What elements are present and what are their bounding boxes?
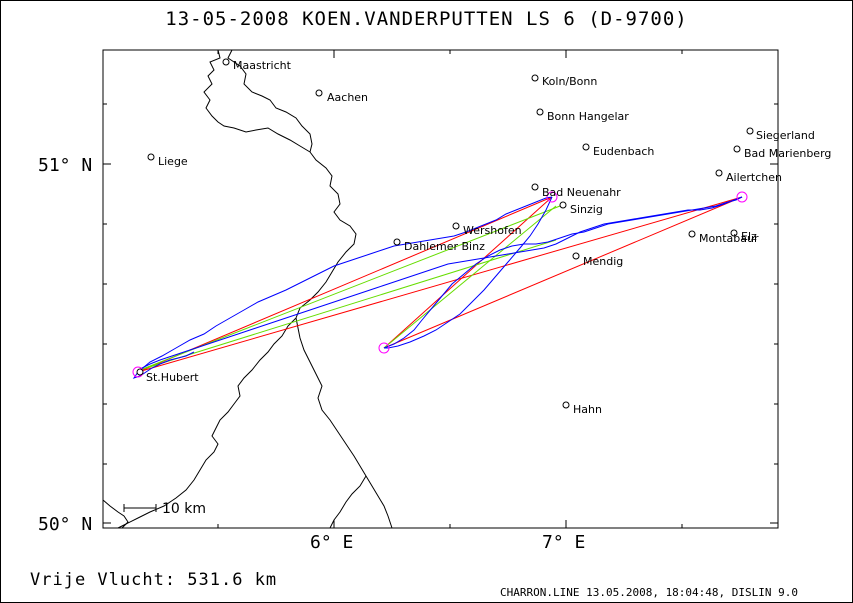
track-return — [137, 196, 743, 373]
marker-montabaur — [688, 230, 696, 238]
marker-siegerland — [746, 127, 754, 135]
free-flight-distance: Vrije Vlucht: 531.6 km — [30, 570, 278, 590]
marker-sinzig — [559, 201, 567, 209]
footer-info: CHARRON.LINE 13.05.2008, 18:04:48, DISLI… — [500, 586, 799, 599]
marker-sthubert — [136, 368, 144, 376]
turnpoint-circle-south — [378, 342, 390, 354]
track-outbound — [137, 196, 553, 373]
lon-label-7: 7° E — [542, 532, 586, 553]
label-aachen: Aachen — [327, 91, 368, 104]
marker-maastricht — [222, 58, 230, 66]
scale-label: 10 km — [162, 501, 206, 517]
marker-bad-marienberg — [733, 145, 741, 153]
axis-ticks — [103, 50, 778, 528]
track-leg-south — [384, 196, 553, 349]
country-borders — [102, 49, 393, 529]
turnpoint-circle-east — [736, 191, 748, 203]
flight-title: 13-05-2008 KOEN.VANDERPUTTEN LS 6 (D-970… — [165, 8, 688, 30]
flight-track — [132, 196, 743, 379]
marker-koln-bonn — [531, 74, 539, 82]
label-dahlemer-binz: Dahlemer Binz — [404, 240, 485, 253]
scale-bar: 10 km — [123, 501, 206, 517]
optimized-lines — [139, 205, 561, 371]
lat-label-51: 51° N — [38, 155, 93, 176]
lat-label-50: 50° N — [38, 514, 93, 535]
marker-wershofen — [452, 222, 460, 230]
marker-dahlemer-binz — [393, 238, 401, 246]
border-nl-de — [227, 49, 313, 153]
label-sinzig: Sinzig — [570, 203, 603, 216]
border-west-fragment — [102, 499, 129, 529]
marker-liege — [147, 153, 155, 161]
label-bonn-hangelar: Bonn Hangelar — [547, 110, 629, 123]
marker-bonn-hangelar — [536, 108, 544, 116]
track-leg-east — [383, 196, 743, 349]
turnpoint-circle-badneuenahr — [546, 191, 558, 203]
map-plot-area — [102, 49, 779, 529]
place-labels: Maastricht Aachen Koln/Bonn Bonn Hangela… — [146, 59, 831, 416]
task-lines — [137, 196, 743, 373]
label-sthubert: St.Hubert — [146, 371, 199, 384]
label-maastricht: Maastricht — [233, 59, 292, 72]
label-bad-neuenahr: Bad Neuenahr — [542, 186, 621, 199]
label-mendig: Mendig — [583, 255, 623, 268]
label-montabaur: Montabaur — [699, 232, 759, 245]
label-elz: Elz — [741, 230, 757, 243]
border-nl-be — [203, 49, 311, 153]
border-be-lu — [117, 317, 297, 529]
lon-label-6: 6° E — [310, 532, 354, 553]
border-be-de — [295, 151, 357, 319]
marker-hahn — [562, 401, 570, 409]
label-ailertchen: Ailertchen — [726, 171, 782, 184]
label-siegerland: Siegerland — [756, 129, 815, 142]
place-markers — [136, 58, 754, 409]
label-hahn: Hahn — [573, 403, 602, 416]
marker-mendig — [572, 252, 580, 260]
label-eudenbach: Eudenbach — [593, 145, 654, 158]
label-liege: Liege — [158, 155, 188, 168]
marker-elz — [730, 229, 738, 237]
label-wershofen: Wershofen — [463, 224, 522, 237]
label-koln-bonn: Koln/Bonn — [542, 75, 597, 88]
label-bad-marienberg: Bad Marienberg — [744, 147, 831, 160]
marker-bad-neuenahr — [531, 183, 539, 191]
border-lu-fr — [329, 475, 367, 529]
marker-ailertchen — [715, 169, 723, 177]
border-lu-de — [295, 317, 393, 529]
marker-eudenbach — [582, 143, 590, 151]
marker-aachen — [315, 89, 323, 97]
